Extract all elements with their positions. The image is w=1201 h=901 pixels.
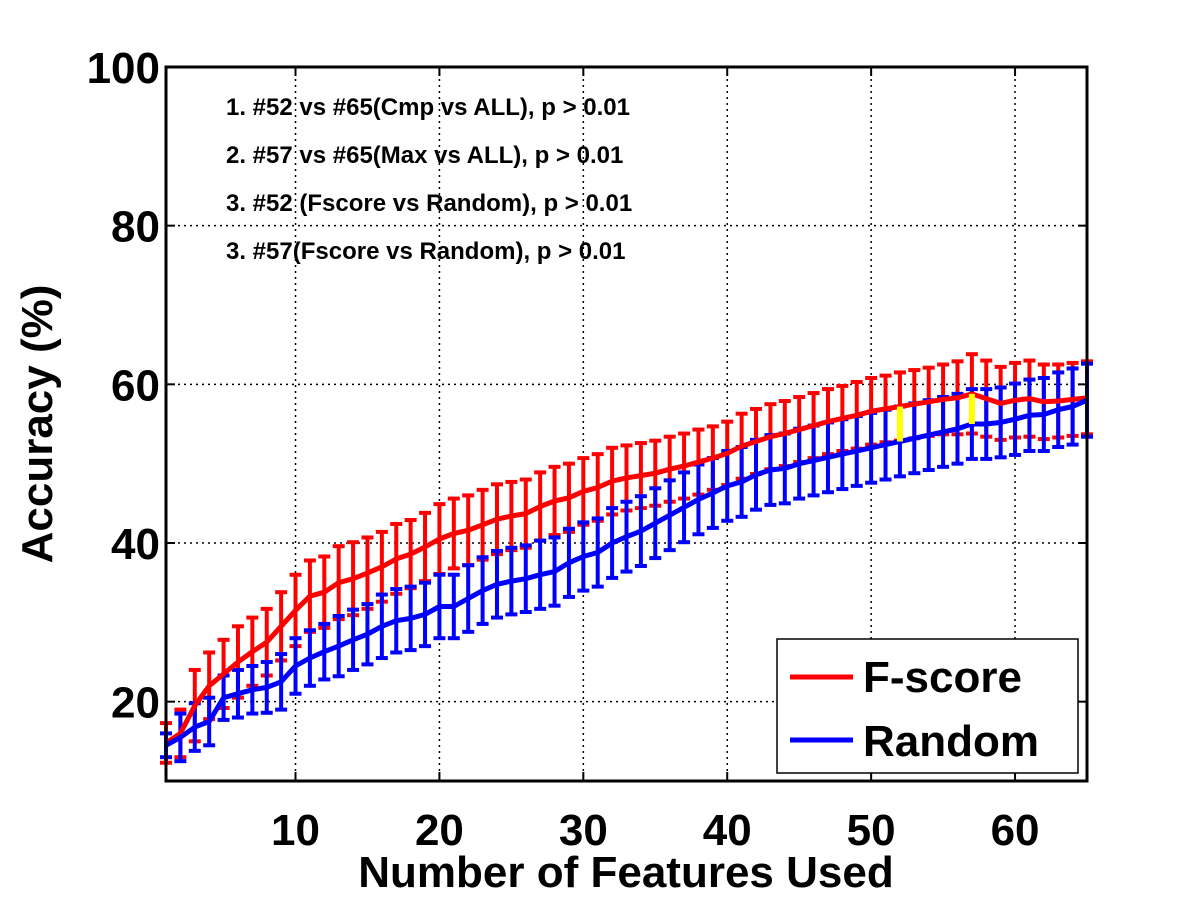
annotation-2: 2. #57 vs #65(Max vs ALL), p > 0.01 (226, 142, 623, 169)
y-axis-label: Accuracy (%) (13, 285, 62, 564)
series-line-fscore (164, 391, 1088, 745)
y-tick-label: 80 (111, 203, 160, 252)
x-tick-label: 10 (271, 806, 320, 855)
x-tick-label: 60 (991, 806, 1040, 855)
x-tick-label: 40 (703, 806, 752, 855)
x-tick-label: 30 (559, 806, 608, 855)
series-line-random (164, 397, 1089, 748)
legend: F-score Random (776, 638, 1079, 774)
x-tick-label: 50 (847, 806, 896, 855)
y-tick-label: 40 (111, 520, 160, 569)
ticks-layer: 10 20 30 40 50 60 20 40 60 80 100 (87, 44, 1087, 855)
y-tick-label: 60 (111, 361, 160, 410)
x-axis-label: Number of Features Used (358, 848, 893, 897)
plot-frame (164, 65, 1089, 783)
legend-label-fscore: F-score (863, 653, 1022, 702)
annotation-3: 3. #52 (Fscore vs Random), p > 0.01 (226, 190, 632, 217)
x-tick-label: 20 (415, 806, 464, 855)
annotation-1: 1. #52 vs #65(Cmp vs ALL), p > 0.01 (226, 94, 630, 121)
annotation-4: 3. #57(Fscore vs Random), p > 0.01 (226, 238, 626, 265)
legend-box (776, 638, 1079, 774)
highlight-marks-layer (896, 393, 975, 442)
y-tick-label: 20 (111, 679, 160, 728)
series-lines-layer (164, 391, 1089, 748)
legend-label-random: Random (863, 717, 1039, 766)
y-tick-label: 100 (87, 44, 160, 93)
